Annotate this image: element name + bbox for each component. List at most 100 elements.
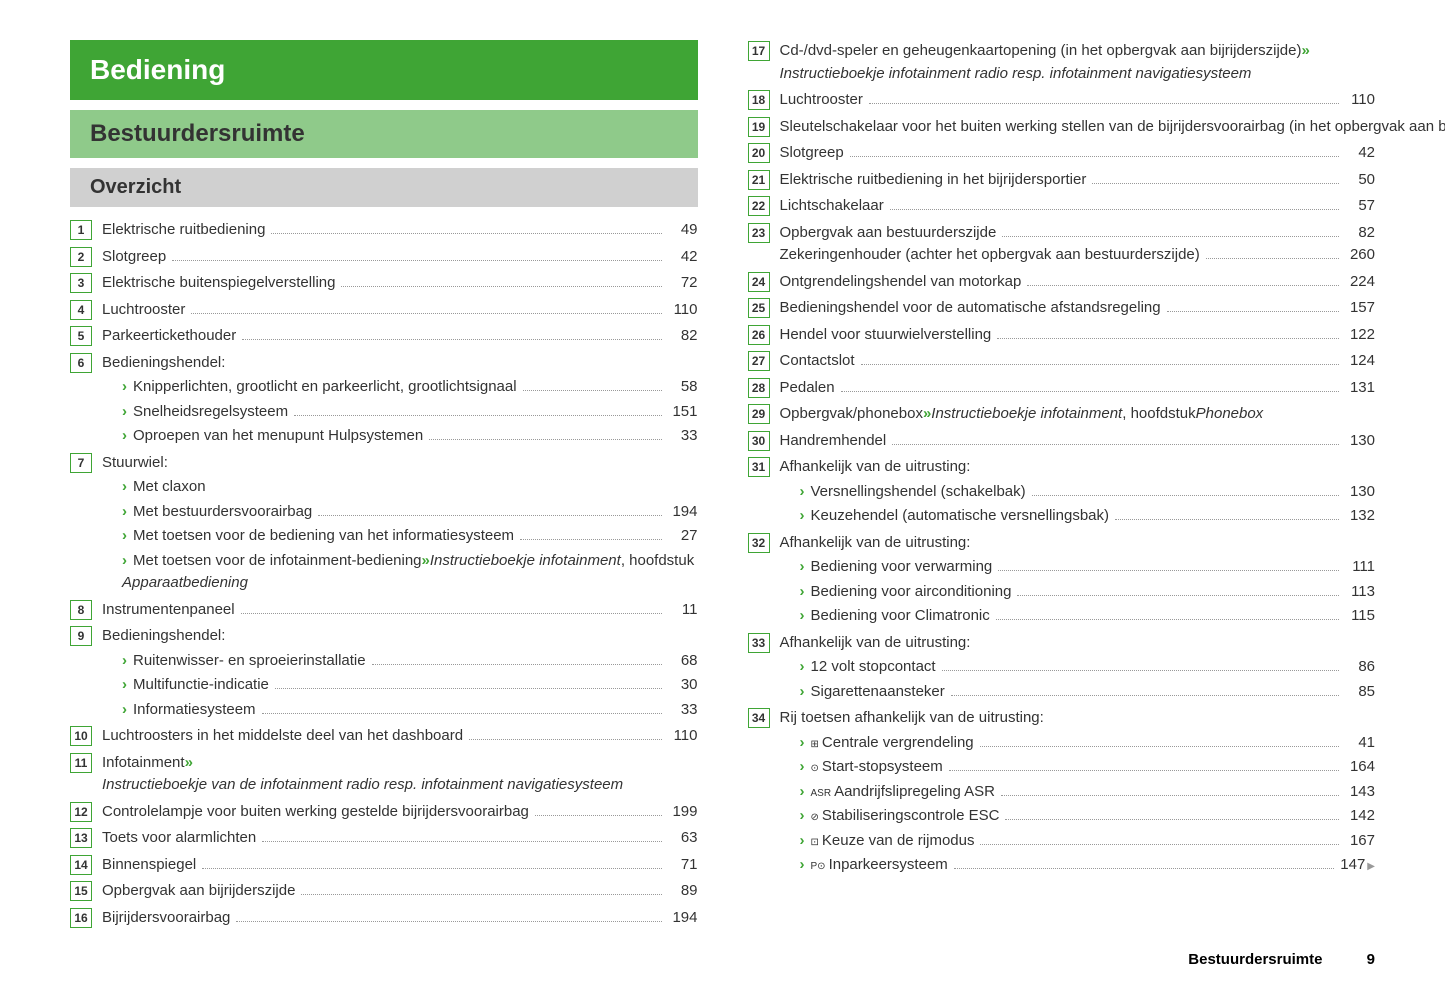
sub-entry-icon: ⊞ <box>811 737 819 752</box>
sub-entry-page: 143 <box>1345 781 1375 804</box>
entry-number-box: 10 <box>70 726 92 746</box>
entry-number-box: 5 <box>70 326 92 346</box>
index-entry: 12 Controlelampje voor buiten werking ges… <box>70 801 698 824</box>
sub-entry-icon: ⊡ <box>811 835 819 850</box>
page-footer: Bestuurdersruimte 9 <box>1188 951 1375 968</box>
entry-number-box: 11 <box>70 753 92 773</box>
index-entry: 25Bedieningshendel voor de automatische … <box>748 297 1376 320</box>
chevron-icon: › <box>122 476 127 499</box>
sub-entry-page: 142 <box>1345 805 1375 828</box>
index-entry: 7Stuurwiel:›Met claxon›Met bestuurdersvo… <box>70 452 698 595</box>
entry-text: Slotgreep <box>102 246 166 269</box>
entry-text: Opbergvak/phonebox <box>780 403 923 426</box>
entry-number-box: 21 <box>748 170 770 190</box>
entry-page: 157 <box>1345 297 1375 320</box>
index-entry: 2Slotgreep42 <box>70 246 698 269</box>
entry-number-box: 12 <box>70 802 92 822</box>
sub-entry-page: 130 <box>1345 481 1375 504</box>
entry-number-box: 30 <box>748 431 770 451</box>
entry-extra-text: Zekeringenhouder (achter het opbergvak a… <box>780 244 1200 267</box>
sub-entry-page: 33 <box>668 425 698 448</box>
index-entry: 8Instrumentenpaneel11 <box>70 599 698 622</box>
sub-entry-page: 27 <box>668 525 698 548</box>
sub-entry-icon: P⊙ <box>811 859 826 874</box>
chevron-icon: › <box>122 376 127 399</box>
entry-text: Binnenspiegel <box>102 854 196 877</box>
sub-entry-text: Met bestuurdersvoorairbag <box>133 501 312 524</box>
index-entry: 26Hendel voor stuurwielverstelling122 <box>748 324 1376 347</box>
sub-entry-page: 113 <box>1345 581 1375 604</box>
index-entry: 27Contactslot124 <box>748 350 1376 373</box>
sub-entry: ›12 volt stopcontact86 <box>780 656 1376 679</box>
sub-entry: › Bediening voor Climatronic 115 <box>780 605 1376 628</box>
index-entry: 17Cd-/dvd-speler en geheugenkaartopening… <box>748 40 1376 85</box>
entry-number-box: 23 <box>748 223 770 243</box>
entry-text: Luchtrooster <box>102 299 185 322</box>
entry-text: Afhankelijk van de uitrusting: <box>780 456 971 479</box>
entry-page: 57 <box>1345 195 1375 218</box>
entry-ref: Instructieboekje infotainment <box>931 403 1122 426</box>
index-entry: 10Luchtroosters in het middelste deel va… <box>70 725 698 748</box>
sub-entry-page: 115 <box>1345 605 1375 628</box>
right-column: 17Cd-/dvd-speler en geheugenkaartopening… <box>748 40 1376 933</box>
entry-text: Infotainment <box>102 752 185 775</box>
entry-text: Bedieningshendel: <box>102 352 225 375</box>
entry-number-box: 20 <box>748 143 770 163</box>
sub-entry-icon: ⊙ <box>811 761 819 776</box>
entry-number-box: 3 <box>70 273 92 293</box>
sub-entry-icon: ⊘ <box>811 810 819 825</box>
sub-heading: Bestuurdersruimte <box>70 110 698 158</box>
entry-number-box: 9 <box>70 626 92 646</box>
entry-text: Handremhendel <box>780 430 887 453</box>
sub-entry-page: 86 <box>1345 656 1375 679</box>
index-entry: 4Luchtrooster110 <box>70 299 698 322</box>
entry-text: Controlelampje voor buiten werking geste… <box>102 801 529 824</box>
index-entry: 32Afhankelijk van de uitrusting:›Bedieni… <box>748 532 1376 628</box>
entry-text: Elektrische ruitbediening <box>102 219 265 242</box>
sub-entry-text: Met toetsen voor de infotainment-bedieni… <box>133 550 422 573</box>
sub-entry-page: 111 <box>1345 556 1375 579</box>
sub-entry-page: 132 <box>1345 505 1375 528</box>
entry-page: 224 <box>1345 271 1375 294</box>
entry-number-box: 28 <box>748 378 770 398</box>
sub-entry-text: Met claxon <box>133 476 206 499</box>
entry-number-box: 18 <box>748 90 770 110</box>
index-entry: 33Afhankelijk van de uitrusting:›12 volt… <box>748 632 1376 704</box>
sub-entry-text: 12 volt stopcontact <box>811 656 936 679</box>
sub-entry: ›Knipperlichten, grootlicht en parkeerli… <box>102 376 698 399</box>
entry-page: 124 <box>1345 350 1375 373</box>
sub-entry-text: Bediening voor verwarming <box>811 556 993 579</box>
main-heading: Bediening <box>70 40 698 100</box>
chevron-icon: › <box>800 556 805 579</box>
sub-entry-text: Inparkeersysteem <box>829 854 948 877</box>
chevron-icon: › <box>122 425 127 448</box>
index-entry: 34Rij toetsen afhankelijk van de uitrust… <box>748 707 1376 877</box>
entry-number-box: 31 <box>748 457 770 477</box>
entry-page: 110 <box>1345 89 1375 112</box>
index-entry: 13Toets voor alarmlichten63 <box>70 827 698 850</box>
sub-entry: ›Ruitenwisser- en sproeierinstallatie68 <box>102 650 698 673</box>
index-entry: 28Pedalen131 <box>748 377 1376 400</box>
chevron-icon: › <box>122 674 127 697</box>
entry-text: Lichtschakelaar <box>780 195 884 218</box>
sub-entry-page: 58 <box>668 376 698 399</box>
chevron-icon: › <box>800 581 805 604</box>
section-heading: Overzicht <box>70 168 698 207</box>
sub-entry-text: Bediening voor Climatronic <box>811 605 990 628</box>
entry-text: Luchtrooster <box>780 89 863 112</box>
entry-page: 110 <box>668 299 698 322</box>
sub-entry-text: Bediening voor airconditioning <box>811 581 1012 604</box>
index-entry: 14Binnenspiegel71 <box>70 854 698 877</box>
sub-entry-text: Stabiliseringscontrole ESC <box>822 805 1000 828</box>
entry-text: Elektrische ruitbediening in het bijrijd… <box>780 169 1087 192</box>
entry-ref: Instructieboekje van de infotainment rad… <box>102 774 623 797</box>
index-entry: 21 Elektrische ruitbediening in het bijri… <box>748 169 1376 192</box>
entry-page: 82 <box>668 325 698 348</box>
entry-page: 11 <box>668 599 698 622</box>
entry-text: Afhankelijk van de uitrusting: <box>780 532 971 555</box>
sub-entry: › Bediening voor verwarming 111 <box>780 556 1376 579</box>
sub-entry-text: Start-stopsysteem <box>822 756 943 779</box>
chevron-icon: › <box>800 605 805 628</box>
sub-entry-page: 85 <box>1345 681 1375 704</box>
entry-number-box: 13 <box>70 828 92 848</box>
